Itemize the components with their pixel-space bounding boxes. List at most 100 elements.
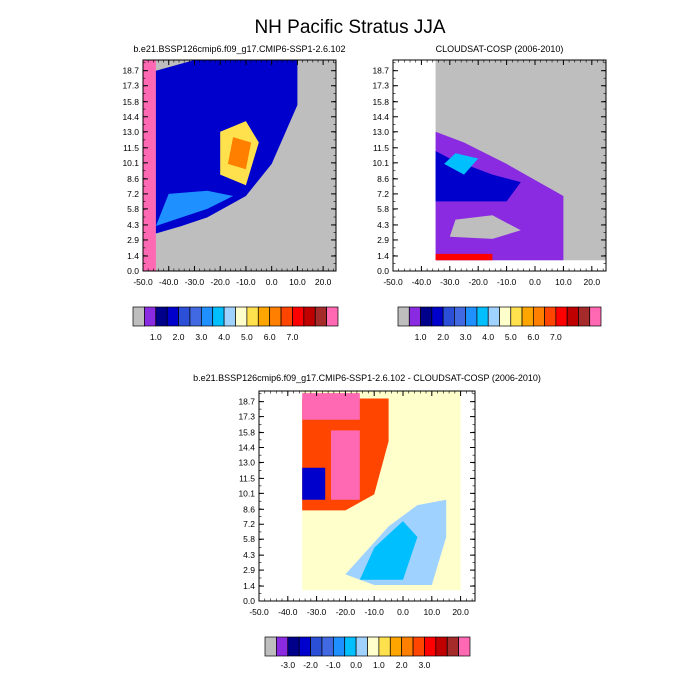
colorbar-swatch bbox=[521, 306, 534, 327]
colorbar-swatch bbox=[476, 306, 489, 327]
x-tick-label: 20.0 bbox=[584, 277, 601, 287]
colorbar-swatch bbox=[499, 306, 512, 327]
colorbar-swatch bbox=[314, 306, 327, 327]
colorbar-swatch bbox=[264, 636, 277, 657]
y-tick-label: 8.6 bbox=[243, 504, 255, 514]
colorbar-swatch bbox=[321, 636, 334, 657]
colorbar-swatch bbox=[555, 306, 568, 327]
colorbar-label: -2.0 bbox=[303, 660, 318, 670]
x-tick-label: -50.0 bbox=[383, 277, 403, 287]
y-tick-label: 8.6 bbox=[127, 174, 139, 184]
colorbar-swatch bbox=[458, 636, 471, 657]
y-tick-label: 14.4 bbox=[122, 112, 139, 122]
panel-difference: b.e21.BSSP126cmip6.f09_g17.CMIP6-SSP1-2.… bbox=[193, 373, 541, 670]
y-tick-label: 10.1 bbox=[122, 158, 139, 168]
x-tick-label: -30.0 bbox=[307, 607, 327, 617]
colorbar-label: 7.0 bbox=[550, 332, 562, 342]
x-tick-label: -10.0 bbox=[236, 277, 256, 287]
colorbar-swatch bbox=[326, 306, 339, 327]
y-tick-label: 0.0 bbox=[243, 596, 255, 606]
colorbar-swatch bbox=[378, 636, 391, 657]
colorbar-swatch bbox=[223, 306, 236, 327]
colorbar-swatch bbox=[189, 306, 202, 327]
colorbar-label: -1.0 bbox=[326, 660, 341, 670]
plot-frame bbox=[392, 59, 607, 272]
y-tick-label: 13.0 bbox=[238, 457, 255, 467]
y-tick-label: 5.8 bbox=[377, 204, 389, 214]
y-tick-label: 2.9 bbox=[243, 565, 255, 575]
colorbar-swatch bbox=[166, 306, 179, 327]
y-tick-label: 7.2 bbox=[127, 189, 139, 199]
colorbar-swatch bbox=[544, 306, 557, 327]
colorbar-swatch bbox=[280, 306, 293, 327]
colorbar-swatch bbox=[310, 636, 323, 657]
colorbar-swatch bbox=[298, 636, 311, 657]
x-tick-label: -40.0 bbox=[278, 607, 298, 617]
x-tick-label: 20.0 bbox=[315, 277, 332, 287]
colorbar-label: 3.0 bbox=[195, 332, 207, 342]
colorbar-swatch bbox=[401, 636, 414, 657]
heatmap-region bbox=[227, 137, 252, 170]
plot-frame bbox=[142, 59, 337, 272]
heatmap-region bbox=[359, 521, 418, 580]
colorbar-label: 5.0 bbox=[505, 332, 517, 342]
y-tick-label: 10.1 bbox=[238, 488, 255, 498]
colorbar-swatch bbox=[344, 636, 357, 657]
colorbar-swatch bbox=[465, 306, 478, 327]
x-tick-label: -30.0 bbox=[440, 277, 460, 287]
x-tick-label: -40.0 bbox=[412, 277, 432, 287]
colorbar-swatch bbox=[367, 636, 380, 657]
colorbar-swatch bbox=[276, 636, 289, 657]
colorbar-swatch bbox=[257, 306, 271, 327]
colorbar-label: 6.0 bbox=[264, 332, 276, 342]
y-tick-label: 7.2 bbox=[377, 189, 389, 199]
colorbar-swatch bbox=[578, 306, 591, 327]
colorbar-label: 3.0 bbox=[419, 660, 431, 670]
x-tick-label: -20.0 bbox=[211, 277, 231, 287]
x-tick-label: 20.0 bbox=[452, 607, 469, 617]
colorbar-swatch bbox=[412, 636, 425, 657]
x-tick-label: -10.0 bbox=[497, 277, 517, 287]
y-tick-label: 18.7 bbox=[238, 397, 255, 407]
colorbar-swatch bbox=[132, 306, 145, 327]
heatmap-region bbox=[449, 215, 521, 239]
colorbar-swatch bbox=[431, 306, 444, 327]
x-tick-label: 10.0 bbox=[424, 607, 441, 617]
y-tick-label: 14.4 bbox=[238, 442, 255, 452]
colorbar-swatch bbox=[408, 306, 421, 327]
x-tick-label: -40.0 bbox=[159, 277, 179, 287]
colorbar-swatch bbox=[454, 306, 467, 327]
y-tick-label: 4.3 bbox=[127, 220, 139, 230]
panel-title: CLOUDSAT-COSP (2006-2010) bbox=[436, 44, 564, 54]
heatmap-region bbox=[435, 253, 493, 261]
y-tick-label: 1.4 bbox=[243, 581, 255, 591]
y-tick-label: 15.8 bbox=[238, 428, 255, 438]
colorbar-swatch bbox=[532, 306, 545, 327]
y-tick-label: 7.2 bbox=[243, 519, 255, 529]
y-tick-label: 8.6 bbox=[377, 174, 389, 184]
colorbar-label: 4.0 bbox=[218, 332, 230, 342]
colorbar-swatch bbox=[442, 306, 455, 327]
y-tick-label: 5.8 bbox=[127, 204, 139, 214]
colorbar-label: 6.0 bbox=[527, 332, 539, 342]
x-tick-label: -20.0 bbox=[469, 277, 489, 287]
colorbar-swatch bbox=[144, 306, 157, 327]
colorbar-swatch bbox=[355, 636, 368, 657]
y-tick-label: 10.1 bbox=[372, 158, 389, 168]
y-tick-label: 1.4 bbox=[127, 251, 139, 261]
x-tick-label: -20.0 bbox=[336, 607, 356, 617]
y-tick-label: 11.5 bbox=[239, 473, 255, 483]
y-tick-label: 4.3 bbox=[377, 220, 389, 230]
figure-title: NH Pacific Stratus JJA bbox=[254, 17, 445, 38]
x-tick-label: -50.0 bbox=[133, 277, 153, 287]
colorbar-swatch bbox=[235, 306, 248, 327]
colorbar-swatch bbox=[424, 636, 437, 657]
colorbar-label: 1.0 bbox=[373, 660, 385, 670]
colorbar-swatch bbox=[200, 306, 214, 327]
x-tick-label: 0.0 bbox=[529, 277, 541, 287]
colorbar-label: -3.0 bbox=[280, 660, 295, 670]
x-tick-label: 0.0 bbox=[397, 607, 409, 617]
colorbar-label: 2.0 bbox=[437, 332, 449, 342]
colorbar-swatch bbox=[332, 636, 346, 657]
